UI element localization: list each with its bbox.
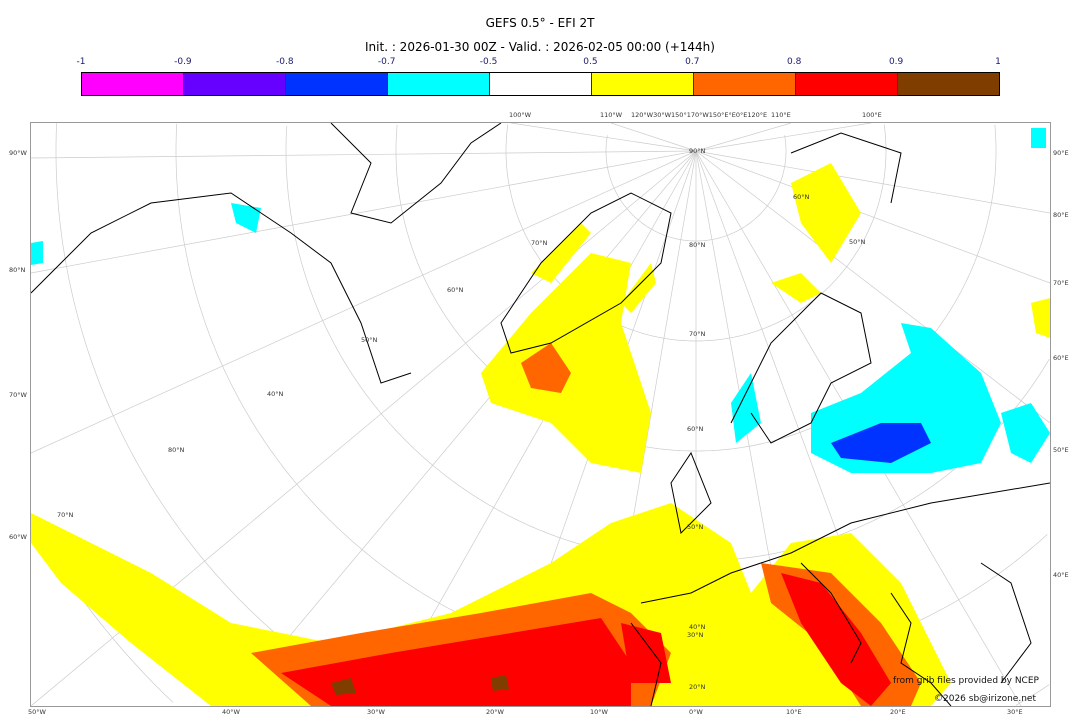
latitude-label: 50°N [849, 238, 866, 246]
latitude-circle [1015, 684, 1050, 706]
bottom-label: 10°W [590, 708, 608, 716]
map-canvas [31, 123, 1050, 706]
left-label: 90°W [9, 149, 27, 157]
colorbar-segment [490, 73, 592, 95]
latitude-label: 60°N [687, 425, 704, 433]
latitude-label: 40°N [267, 390, 284, 398]
right-label: 80°E [1053, 211, 1069, 219]
colorbar-tick: -0.7 [377, 57, 396, 67]
right-label: 50°E [1053, 446, 1069, 454]
bottom-label: 30°W [367, 708, 385, 716]
left-label: 70°W [9, 391, 27, 399]
latitude-circle [285, 125, 1050, 562]
bottom-label: 20°E [890, 708, 906, 716]
latitude-label: 50°N [687, 523, 704, 531]
top-label: 110°E [771, 111, 791, 119]
bottom-label: 0°W [689, 708, 703, 716]
data-credit: from grib files provided by NCEP [893, 676, 1039, 686]
colorbar-segment [796, 73, 898, 95]
latitude-label: 70°N [57, 511, 74, 519]
latitude-label: 60°N [793, 193, 810, 201]
map-panel: 90°N 80°N 70°N 60°N 50°N 40°N 30°N 20°N 70°N 60°N… [30, 122, 1051, 707]
left-label: 80°N [9, 266, 26, 274]
bottom-label: 40°W [222, 708, 240, 716]
colorbar-segment [592, 73, 694, 95]
bottom-label: 30°E [1007, 708, 1023, 716]
copyright: ©2026 sb@irizone.net [934, 694, 1036, 704]
latitude-label: 70°N [531, 239, 548, 247]
colorbar-tick: 0.7 [685, 57, 700, 67]
latitude-label: 70°N [689, 330, 706, 338]
bottom-label: 10°E [786, 708, 802, 716]
colorbar-segment [184, 73, 286, 95]
latitude-label: 50°N [361, 336, 378, 344]
colorbar-tick: 1 [995, 57, 1001, 67]
efi-shading [31, 128, 1050, 706]
colorbar-tick: -1 [76, 57, 86, 67]
colorbar-segment [286, 73, 388, 95]
top-label: 120°W30°W150°170°W150°E°E0°E120°E [631, 111, 768, 119]
top-label: 100°W [509, 111, 532, 119]
latitude-label: 30°N [687, 631, 704, 639]
colorbar-tick: 0.9 [888, 57, 904, 67]
right-label: 70°E [1053, 279, 1069, 287]
colorbar-tick: 0.8 [787, 57, 802, 67]
colorbar-tick: -0.9 [174, 57, 192, 67]
colorbar-tick: -0.8 [275, 57, 294, 67]
left-label: 60°W [9, 533, 27, 541]
right-label: 60°E [1053, 354, 1069, 362]
latitude-label: 90°N [689, 147, 706, 155]
right-label: 90°E [1053, 149, 1069, 157]
top-label: 110°W [600, 111, 623, 119]
right-label: 40°E [1053, 571, 1069, 579]
latitude-label: 40°N [689, 623, 706, 631]
top-label: 100°E [862, 111, 882, 119]
colorbar-segment [694, 73, 796, 95]
latitude-label: 60°N [447, 286, 464, 294]
bottom-label: 50°W [28, 708, 46, 716]
colorbar-segment [82, 73, 184, 95]
bottom-label: 20°W [486, 708, 504, 716]
colorbar-segment [388, 73, 490, 95]
colorbar-tick: -0.5 [479, 57, 498, 67]
latitude-label: 80°N [168, 446, 185, 454]
map-title: GEFS 0.5° - EFI 2T [485, 16, 595, 30]
coastlines [31, 123, 1050, 706]
map-subtitle: Init. : 2026-01-30 00Z - Valid. : 2026-0… [365, 40, 715, 54]
latitude-label: 20°N [689, 683, 706, 691]
colorbar [81, 72, 1000, 96]
latitude-label: 80°N [689, 241, 706, 249]
colorbar-tick: 0.5 [583, 57, 598, 67]
colorbar-segment [898, 73, 999, 95]
